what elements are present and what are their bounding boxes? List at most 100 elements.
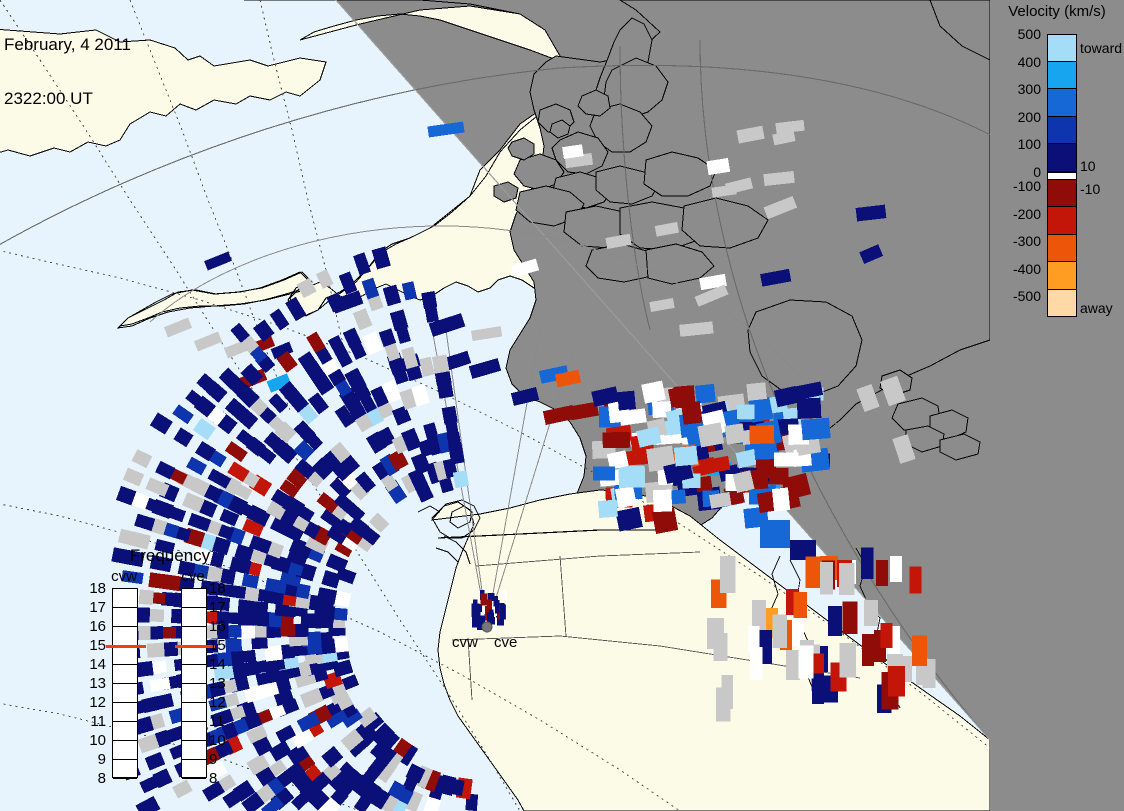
radar-cell[interactable] <box>144 751 166 771</box>
radar-cell[interactable] <box>652 489 673 513</box>
radar-cell[interactable] <box>338 271 358 295</box>
radar-cell[interactable] <box>592 466 616 481</box>
radar-cell[interactable] <box>321 449 342 471</box>
radar-cell[interactable] <box>299 687 324 709</box>
radar-cell[interactable] <box>376 426 397 448</box>
radar-cell[interactable] <box>876 560 888 586</box>
radar-cell[interactable] <box>763 195 798 220</box>
radar-cell[interactable] <box>748 397 774 423</box>
radar-cell[interactable] <box>793 381 824 401</box>
radar-cell[interactable] <box>316 492 340 514</box>
radar-cell[interactable] <box>224 397 249 421</box>
radar-cell[interactable] <box>137 733 160 754</box>
radar-cell[interactable] <box>371 460 391 481</box>
radar-cell[interactable] <box>909 566 922 594</box>
radar-cell[interactable] <box>370 385 389 408</box>
radar-cell[interactable] <box>278 380 302 405</box>
radar-cell[interactable] <box>236 623 256 639</box>
radar-cell[interactable] <box>382 284 402 307</box>
radar-cell[interactable] <box>614 485 637 509</box>
radar-cell[interactable] <box>888 665 905 697</box>
radar-cell[interactable] <box>641 380 666 404</box>
map-panel[interactable]: cvw cve <box>0 0 990 811</box>
radar-cell[interactable] <box>771 487 791 512</box>
radar-cell[interactable] <box>149 677 171 693</box>
radar-cell[interactable] <box>187 512 212 532</box>
radar-site-marker[interactable] <box>481 621 493 633</box>
radar-cell[interactable] <box>371 246 391 270</box>
radar-cell[interactable] <box>716 687 731 722</box>
radar-cell[interactable] <box>452 470 470 489</box>
radar-cell[interactable] <box>790 540 816 560</box>
radar-cell[interactable] <box>135 795 161 811</box>
radar-cell[interactable] <box>288 537 314 559</box>
radar-cell[interactable] <box>321 745 344 768</box>
radar-cell[interactable] <box>401 346 419 370</box>
radar-cell[interactable] <box>316 796 341 811</box>
radar-cell[interactable] <box>146 642 165 658</box>
radar-cell[interactable] <box>341 708 363 728</box>
radar-cell[interactable] <box>646 445 676 472</box>
radar-cell[interactable] <box>423 422 440 444</box>
radar-cell[interactable] <box>291 771 313 793</box>
radar-cell[interactable] <box>321 570 341 589</box>
radar-cell[interactable] <box>732 470 755 493</box>
radar-cell[interactable] <box>296 711 321 733</box>
radar-cell[interactable] <box>772 130 796 146</box>
radar-cell[interactable] <box>431 354 450 374</box>
radar-cell[interactable] <box>196 373 218 395</box>
radar-cell[interactable] <box>805 556 822 589</box>
radar-cell[interactable] <box>207 468 232 489</box>
radar-cell[interactable] <box>470 326 503 342</box>
radar-cell[interactable] <box>225 637 243 653</box>
radar-cell[interactable] <box>793 592 808 619</box>
radar-cell[interactable] <box>329 441 351 464</box>
radar-cell[interactable] <box>309 790 330 811</box>
radar-cell[interactable] <box>760 268 792 287</box>
radar-cell[interactable] <box>636 426 662 448</box>
radar-cell[interactable] <box>489 609 494 621</box>
radar-cell[interactable] <box>736 404 755 420</box>
radar-cell[interactable] <box>427 121 465 138</box>
radar-cell[interactable] <box>146 626 164 640</box>
radar-cell[interactable] <box>172 779 193 799</box>
radar-cell[interactable] <box>763 170 795 186</box>
radar-cell[interactable] <box>828 606 842 636</box>
radar-cell[interactable] <box>774 452 799 467</box>
radar-cell[interactable] <box>880 375 906 407</box>
radar-cell[interactable] <box>149 412 173 435</box>
radar-cell[interactable] <box>288 633 309 647</box>
radar-cell[interactable] <box>378 328 397 348</box>
radar-cell[interactable] <box>320 507 345 530</box>
radar-cell[interactable] <box>694 383 716 404</box>
radar-cell[interactable] <box>352 308 373 331</box>
radar-cell[interactable] <box>649 297 675 313</box>
radar-cell[interactable] <box>861 547 874 579</box>
radar-cell[interactable] <box>673 385 696 409</box>
radar-cell[interactable] <box>293 420 317 444</box>
radar-cell[interactable] <box>749 647 763 680</box>
radar-cell[interactable] <box>327 334 347 356</box>
radar-cell[interactable] <box>487 593 495 601</box>
radar-cell[interactable] <box>177 560 196 577</box>
radar-cell[interactable] <box>235 429 256 449</box>
radar-cell[interactable] <box>148 572 169 590</box>
radar-cell[interactable] <box>260 796 285 811</box>
radar-cell[interactable] <box>374 759 398 784</box>
radar-cell[interactable] <box>606 450 629 470</box>
radar-cell[interactable] <box>706 157 731 176</box>
radar-cell[interactable] <box>269 308 290 331</box>
radar-cell[interactable] <box>369 739 391 761</box>
radar-cell[interactable] <box>134 513 156 532</box>
radar-cell[interactable] <box>334 404 356 428</box>
radar-cell[interactable] <box>237 598 257 614</box>
radar-cell[interactable] <box>499 604 505 620</box>
radar-cell[interactable] <box>224 441 248 463</box>
radar-cell[interactable] <box>892 434 916 464</box>
radar-cell[interactable] <box>306 331 326 354</box>
radar-cell[interactable] <box>252 736 273 757</box>
radar-cell[interactable] <box>720 555 736 593</box>
radar-cell[interactable] <box>855 204 887 222</box>
radar-cell[interactable] <box>379 453 400 477</box>
radar-cell[interactable] <box>775 119 805 134</box>
